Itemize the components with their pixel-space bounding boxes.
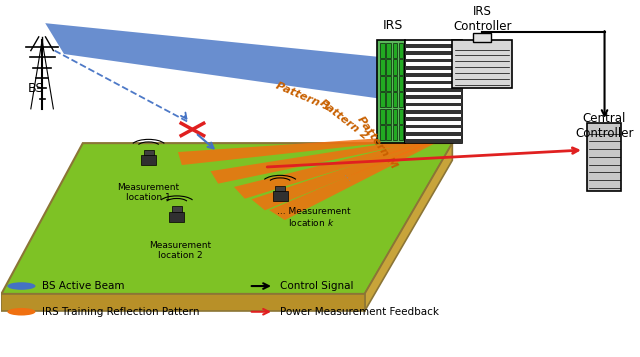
Text: Central
Controller: Central Controller <box>575 112 634 140</box>
FancyBboxPatch shape <box>473 34 492 42</box>
Polygon shape <box>211 134 450 183</box>
Bar <box>399 125 403 140</box>
Bar <box>405 95 461 99</box>
Bar <box>172 206 182 212</box>
Bar <box>387 43 390 58</box>
Bar <box>399 43 403 58</box>
Bar <box>399 59 403 75</box>
Bar <box>392 92 397 107</box>
Polygon shape <box>1 143 452 294</box>
Text: Pattern 2: Pattern 2 <box>317 98 370 142</box>
Bar <box>399 92 403 107</box>
Bar <box>405 117 461 121</box>
Bar <box>273 191 287 201</box>
Bar <box>387 76 390 91</box>
Text: IRS Training Reflection Pattern: IRS Training Reflection Pattern <box>42 307 200 317</box>
Bar <box>405 81 461 84</box>
Ellipse shape <box>7 308 36 316</box>
Text: Power Measurement Feedback: Power Measurement Feedback <box>280 307 439 317</box>
Bar <box>392 109 397 124</box>
Bar <box>380 125 385 140</box>
Bar <box>275 186 285 191</box>
Bar <box>452 40 512 88</box>
Polygon shape <box>1 294 365 311</box>
Text: Pattern M: Pattern M <box>355 115 399 171</box>
Bar <box>380 59 385 75</box>
Text: Pattern 1: Pattern 1 <box>274 81 332 112</box>
Text: Measurement
location 1: Measurement location 1 <box>118 182 180 202</box>
Bar <box>405 103 461 106</box>
Text: IRS
Controller: IRS Controller <box>453 5 511 34</box>
Bar <box>387 59 390 75</box>
Bar <box>143 150 154 155</box>
Bar <box>405 51 461 55</box>
Bar <box>392 59 397 75</box>
Text: BS: BS <box>28 82 44 95</box>
Bar <box>380 109 385 124</box>
Bar <box>380 92 385 107</box>
Bar <box>587 122 621 191</box>
Bar <box>405 40 461 143</box>
Bar <box>405 73 461 77</box>
Polygon shape <box>365 143 452 311</box>
Text: ...: ... <box>341 170 355 185</box>
Bar <box>405 110 461 114</box>
Bar <box>405 140 461 143</box>
Polygon shape <box>178 134 449 165</box>
Bar <box>392 43 397 58</box>
Bar <box>405 59 461 62</box>
Bar <box>380 43 385 58</box>
Bar <box>387 109 390 124</box>
Text: IRS: IRS <box>383 19 403 32</box>
Bar <box>387 125 390 140</box>
Text: Control Signal: Control Signal <box>280 281 354 291</box>
Text: Measurement
location 2: Measurement location 2 <box>149 241 211 260</box>
Polygon shape <box>252 134 451 210</box>
Polygon shape <box>45 23 452 109</box>
Bar <box>405 125 461 129</box>
Text: ... Measurement
    location $k$: ... Measurement location $k$ <box>277 207 351 228</box>
Bar <box>392 125 397 140</box>
Bar <box>399 109 403 124</box>
Bar <box>377 40 405 143</box>
Text: BS Active Beam: BS Active Beam <box>42 281 125 291</box>
Ellipse shape <box>7 282 36 290</box>
Bar <box>380 76 385 91</box>
Bar <box>141 155 156 165</box>
Bar <box>392 76 397 91</box>
Bar <box>405 44 461 47</box>
Bar <box>387 92 390 107</box>
Bar <box>405 66 461 70</box>
Polygon shape <box>234 134 450 199</box>
Polygon shape <box>269 134 451 220</box>
Bar <box>405 132 461 136</box>
Bar <box>405 88 461 92</box>
Bar <box>169 212 184 222</box>
Bar <box>399 76 403 91</box>
